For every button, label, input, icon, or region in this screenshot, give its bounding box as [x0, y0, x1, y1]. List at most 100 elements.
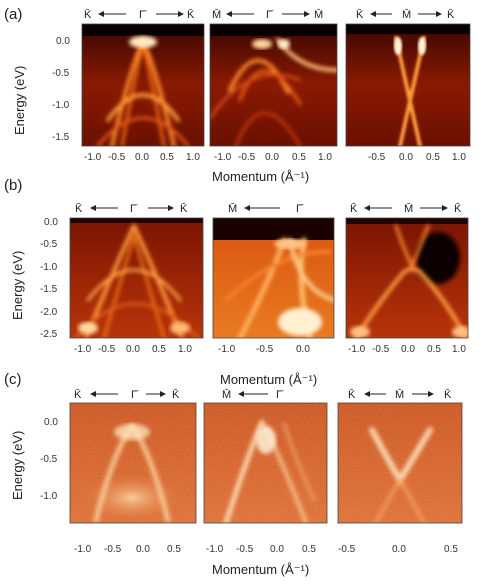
svg-text:Γ̄: Γ̄ — [130, 203, 138, 215]
svg-text:0.0: 0.0 — [399, 152, 413, 163]
svg-text:-1.0: -1.0 — [40, 262, 58, 273]
svg-text:K̄: K̄ — [75, 202, 83, 215]
svg-text:-1.5: -1.5 — [52, 132, 70, 143]
svg-text:0.5: 0.5 — [426, 152, 440, 163]
svg-text:K̄: K̄ — [74, 388, 82, 401]
momentum-axis-title-a: Momentum (Å⁻¹) — [212, 169, 309, 184]
svg-text:-1.0: -1.0 — [206, 544, 224, 555]
panel-label-c: (c) — [4, 371, 22, 388]
panel-label-a: (a) — [4, 6, 22, 23]
momentum-ticks-a2: -1.0 -0.5 0.0 0.5 1.0 — [214, 152, 332, 163]
svg-text:0.5: 0.5 — [427, 344, 441, 355]
momentum-ticks-a3: -0.5 0.0 0.5 1.0 — [368, 152, 466, 163]
svg-text:-0.5: -0.5 — [108, 152, 126, 163]
svg-text:0.0: 0.0 — [126, 344, 140, 355]
svg-text:-0.5: -0.5 — [238, 152, 256, 163]
dir-label: K̄ — [84, 8, 92, 21]
svg-text:-2.5: -2.5 — [40, 329, 58, 340]
svg-text:-0.5: -0.5 — [40, 239, 58, 250]
momentum-ticks-c2: -1.0 -0.5 0.0 0.5 — [206, 544, 316, 555]
arpes-panel-a3 — [346, 24, 470, 146]
arpes-panel-a1 — [82, 24, 204, 146]
svg-text:K̄: K̄ — [454, 202, 462, 215]
svg-text:1.0: 1.0 — [178, 344, 192, 355]
direction-labels-a2: M̄ Γ̄ M̄ — [212, 8, 323, 21]
svg-text:-1.0: -1.0 — [348, 344, 366, 355]
svg-text:-0.5: -0.5 — [52, 68, 70, 79]
direction-labels-c2: M̄ Γ̄ — [222, 388, 284, 401]
svg-text:-1.0: -1.0 — [218, 344, 236, 355]
momentum-ticks-b2: -1.0 -0.5 0.0 — [218, 344, 310, 355]
svg-text:-1.5: -1.5 — [40, 284, 58, 295]
svg-text:0.0: 0.0 — [56, 36, 70, 47]
arpes-panel-c3 — [338, 403, 462, 523]
arpes-panel-c2 — [204, 403, 327, 523]
svg-text:0.0: 0.0 — [392, 544, 406, 555]
dir-label: M̄ — [314, 8, 323, 21]
svg-text:0.0: 0.0 — [270, 544, 284, 555]
svg-text:K̄: K̄ — [180, 202, 188, 215]
arpes-panel-b1 — [70, 218, 203, 338]
arpes-panel-b2 — [213, 218, 334, 338]
svg-text:1.0: 1.0 — [186, 152, 200, 163]
svg-text:K̄: K̄ — [348, 388, 356, 401]
energy-ticks-c: 0.0 -0.5 -1.0 — [40, 417, 58, 502]
svg-text:0.5: 0.5 — [167, 544, 181, 555]
arpes-panel-b3 — [346, 218, 468, 338]
svg-text:-0.5: -0.5 — [372, 344, 390, 355]
arpes-panel-c1 — [70, 403, 196, 523]
svg-text:1.0: 1.0 — [318, 152, 332, 163]
svg-text:-1.0: -1.0 — [214, 152, 232, 163]
arpes-panel-a2 — [210, 24, 337, 146]
panel-label-b: (b) — [4, 177, 22, 194]
direction-labels-a1: K̄ Γ̄ K̄ — [84, 8, 195, 21]
svg-text:-2.0: -2.0 — [40, 307, 58, 318]
svg-text:0.5: 0.5 — [152, 344, 166, 355]
svg-text:-1.0: -1.0 — [74, 344, 92, 355]
direction-labels-c1: K̄ Γ̄ K̄ — [74, 388, 180, 401]
direction-labels-b3: K̄ M̄ K̄ — [350, 202, 462, 215]
svg-text:-0.5: -0.5 — [104, 544, 122, 555]
svg-text:-0.5: -0.5 — [98, 344, 116, 355]
dir-label: Γ̄ — [139, 9, 147, 21]
svg-text:-1.0: -1.0 — [52, 100, 70, 111]
svg-text:0.0: 0.0 — [401, 344, 415, 355]
svg-text:-0.5: -0.5 — [256, 344, 274, 355]
svg-text:M̄: M̄ — [395, 388, 404, 401]
svg-text:0.5: 0.5 — [444, 544, 458, 555]
energy-axis-title-b: Energy (eV) — [10, 251, 25, 320]
svg-text:1.0: 1.0 — [452, 152, 466, 163]
svg-text:1.0: 1.0 — [452, 344, 466, 355]
dir-label: M̄ — [402, 8, 411, 21]
svg-text:-0.5: -0.5 — [236, 544, 254, 555]
dir-label: M̄ — [212, 8, 221, 21]
momentum-ticks-b1: -1.0 -0.5 0.0 0.5 1.0 — [74, 344, 192, 355]
energy-axis-title-a: Energy (eV) — [12, 66, 27, 135]
svg-text:-0.5: -0.5 — [338, 544, 356, 555]
svg-text:0.0: 0.0 — [296, 344, 310, 355]
dir-label: Γ̄ — [266, 9, 274, 21]
svg-text:0.0: 0.0 — [136, 544, 150, 555]
svg-text:-0.5: -0.5 — [40, 454, 58, 465]
svg-text:Γ̄: Γ̄ — [296, 203, 304, 215]
svg-text:0.0: 0.0 — [265, 152, 279, 163]
dir-label: K̄ — [356, 8, 364, 21]
svg-text:0.0: 0.0 — [135, 152, 149, 163]
dir-label: K̄ — [187, 8, 195, 21]
svg-text:0.5: 0.5 — [292, 152, 306, 163]
momentum-ticks-a1: -1.0 -0.5 0.0 0.5 1.0 — [84, 152, 200, 163]
momentum-axis-title-c: Momentum (Å⁻¹) — [212, 562, 309, 577]
direction-labels-b2: M̄ Γ̄ — [228, 202, 304, 215]
svg-text:0.0: 0.0 — [44, 217, 58, 228]
energy-axis-title-c: Energy (eV) — [10, 431, 25, 500]
energy-ticks-a: 0.0 -0.5 -1.0 -1.5 — [52, 36, 70, 143]
svg-text:-1.0: -1.0 — [40, 491, 58, 502]
svg-text:Γ̄: Γ̄ — [131, 389, 139, 401]
direction-labels-c3: K̄ M̄ K̄ — [348, 388, 452, 401]
svg-text:M̄: M̄ — [222, 388, 231, 401]
dir-label: K̄ — [447, 8, 455, 21]
momentum-ticks-b3: -1.0 -0.5 0.0 0.5 1.0 — [348, 344, 466, 355]
svg-text:-1.0: -1.0 — [84, 152, 102, 163]
svg-text:0.5: 0.5 — [160, 152, 174, 163]
